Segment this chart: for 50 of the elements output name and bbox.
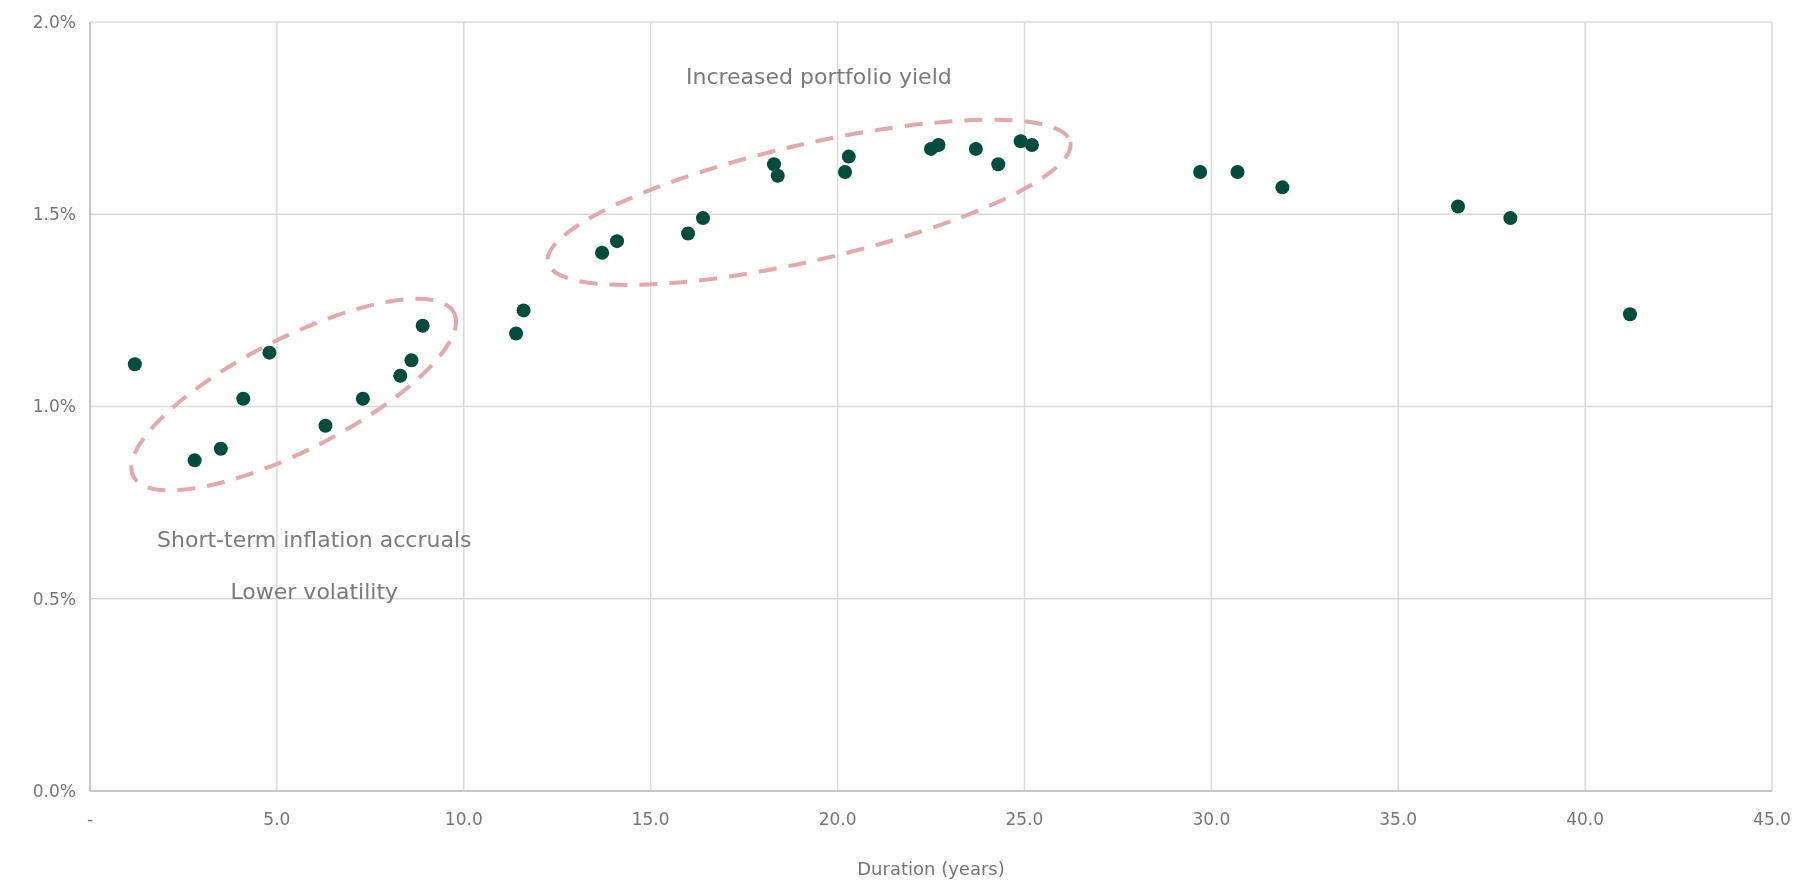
point xyxy=(1275,180,1290,195)
y-tick-label: 2.0% xyxy=(32,11,76,32)
x-tick-label: 15.0 xyxy=(631,809,670,829)
x-tick-label: 10.0 xyxy=(444,809,483,829)
annotation: Increased portfolio yield xyxy=(685,63,952,89)
point xyxy=(404,353,419,368)
x-tick-label: - xyxy=(86,809,94,829)
y-tick-label: 1.5% xyxy=(32,204,76,225)
point xyxy=(1451,199,1466,214)
x-axis-title: Duration (years) xyxy=(857,858,1005,879)
point xyxy=(236,391,251,406)
point xyxy=(1024,138,1039,153)
y-tick-label: 0.0% xyxy=(32,780,76,801)
point xyxy=(681,226,696,241)
x-tick-label: 40.0 xyxy=(1566,809,1605,829)
x-tick-label: 5.0 xyxy=(263,809,291,829)
point xyxy=(1622,307,1637,322)
point xyxy=(1503,211,1518,226)
point xyxy=(931,138,946,153)
annotation: Short-term inflation accruals xyxy=(157,526,472,552)
point xyxy=(355,391,370,406)
point xyxy=(1013,134,1028,149)
point xyxy=(127,357,142,372)
point xyxy=(262,345,277,360)
x-tick-label: 25.0 xyxy=(1005,809,1044,829)
point xyxy=(767,157,782,172)
point xyxy=(991,157,1006,172)
point xyxy=(509,326,524,341)
y-tick-label: 0.5% xyxy=(32,588,76,609)
annotation: Lower volatility xyxy=(230,578,399,604)
x-tick-label: 20.0 xyxy=(818,809,857,829)
y-tick-label: 1.0% xyxy=(32,396,76,417)
point xyxy=(1193,164,1208,179)
point xyxy=(610,234,625,249)
point xyxy=(968,141,983,156)
point xyxy=(838,164,853,179)
point xyxy=(595,245,610,260)
point xyxy=(696,211,710,226)
x-tick-label: 30.0 xyxy=(1192,809,1231,829)
x-tick-label: 45.0 xyxy=(1753,809,1791,829)
point xyxy=(187,453,202,468)
point xyxy=(770,168,785,183)
point xyxy=(516,303,531,318)
point xyxy=(841,149,856,164)
point xyxy=(318,418,333,433)
point xyxy=(1230,164,1245,179)
x-tick-label: 35.0 xyxy=(1379,809,1418,829)
point xyxy=(415,318,430,333)
point xyxy=(393,368,408,383)
point xyxy=(213,441,228,456)
